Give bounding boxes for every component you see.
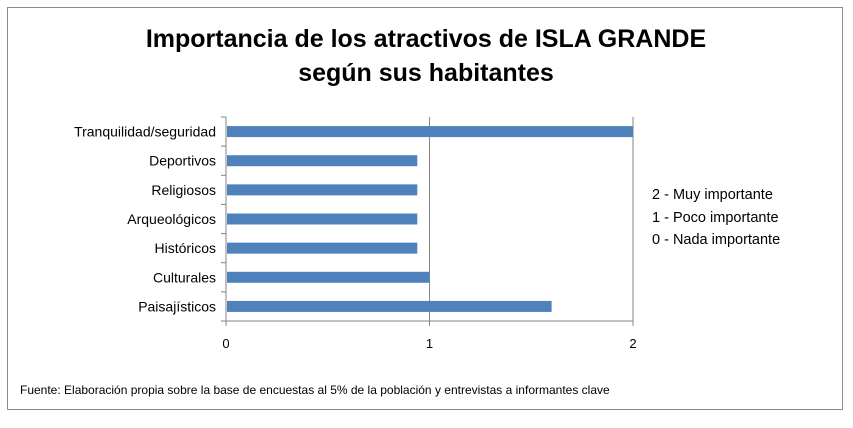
category-label-hist-ricos: Históricos bbox=[155, 240, 216, 256]
legend-item-poco-importante: 1 - Poco importante bbox=[652, 209, 779, 226]
legend-item-nada-importante: 0 - Nada importante bbox=[652, 232, 781, 248]
source-note: Fuente: Elaboración propia sobre la base… bbox=[20, 383, 610, 397]
category-label-culturales: Culturales bbox=[153, 269, 216, 285]
category-label-paisaj-sticos: Paisajísticos bbox=[138, 298, 216, 314]
chart-title: Importancia de los atractivos de ISLA GR… bbox=[8, 22, 844, 90]
chart-title-line-1: Importancia de los atractivos de ISLA GR… bbox=[145, 25, 707, 53]
legend-item-muy-importante: 2 - Muy importante bbox=[652, 187, 773, 203]
chart-frame: Importancia de los atractivos de ISLA GR… bbox=[7, 7, 843, 410]
category-label-tranquilidad-seguridad: Tranquilidad/seguridad bbox=[74, 124, 216, 140]
x-tick-label-0: 0 bbox=[222, 336, 229, 351]
bar-arqueol-gicos bbox=[227, 213, 418, 225]
bar-hist-ricos bbox=[227, 242, 418, 254]
bar-chart: 0 1 2 Tranquilidad/seguridad Deportivos Relig… bbox=[74, 116, 637, 351]
bar-deportivos bbox=[227, 155, 418, 167]
bar-religiosos bbox=[227, 184, 418, 196]
x-tick-label-1: 1 bbox=[426, 336, 433, 351]
category-label-arqueol-gicos: Arqueológicos bbox=[127, 211, 216, 227]
legend: 2 - Muy importante 1 - Poco importante 0… bbox=[652, 184, 780, 252]
bar-culturales bbox=[227, 271, 430, 283]
chart-title-line-2: según sus habitantes bbox=[298, 59, 554, 87]
category-label-religiosos: Religiosos bbox=[151, 182, 216, 198]
bar-paisaj-sticos bbox=[227, 300, 552, 312]
bar-tranquilidad-seguridad bbox=[227, 126, 633, 138]
x-tick-label-2: 2 bbox=[629, 336, 636, 351]
category-label-deportivos: Deportivos bbox=[149, 153, 216, 169]
